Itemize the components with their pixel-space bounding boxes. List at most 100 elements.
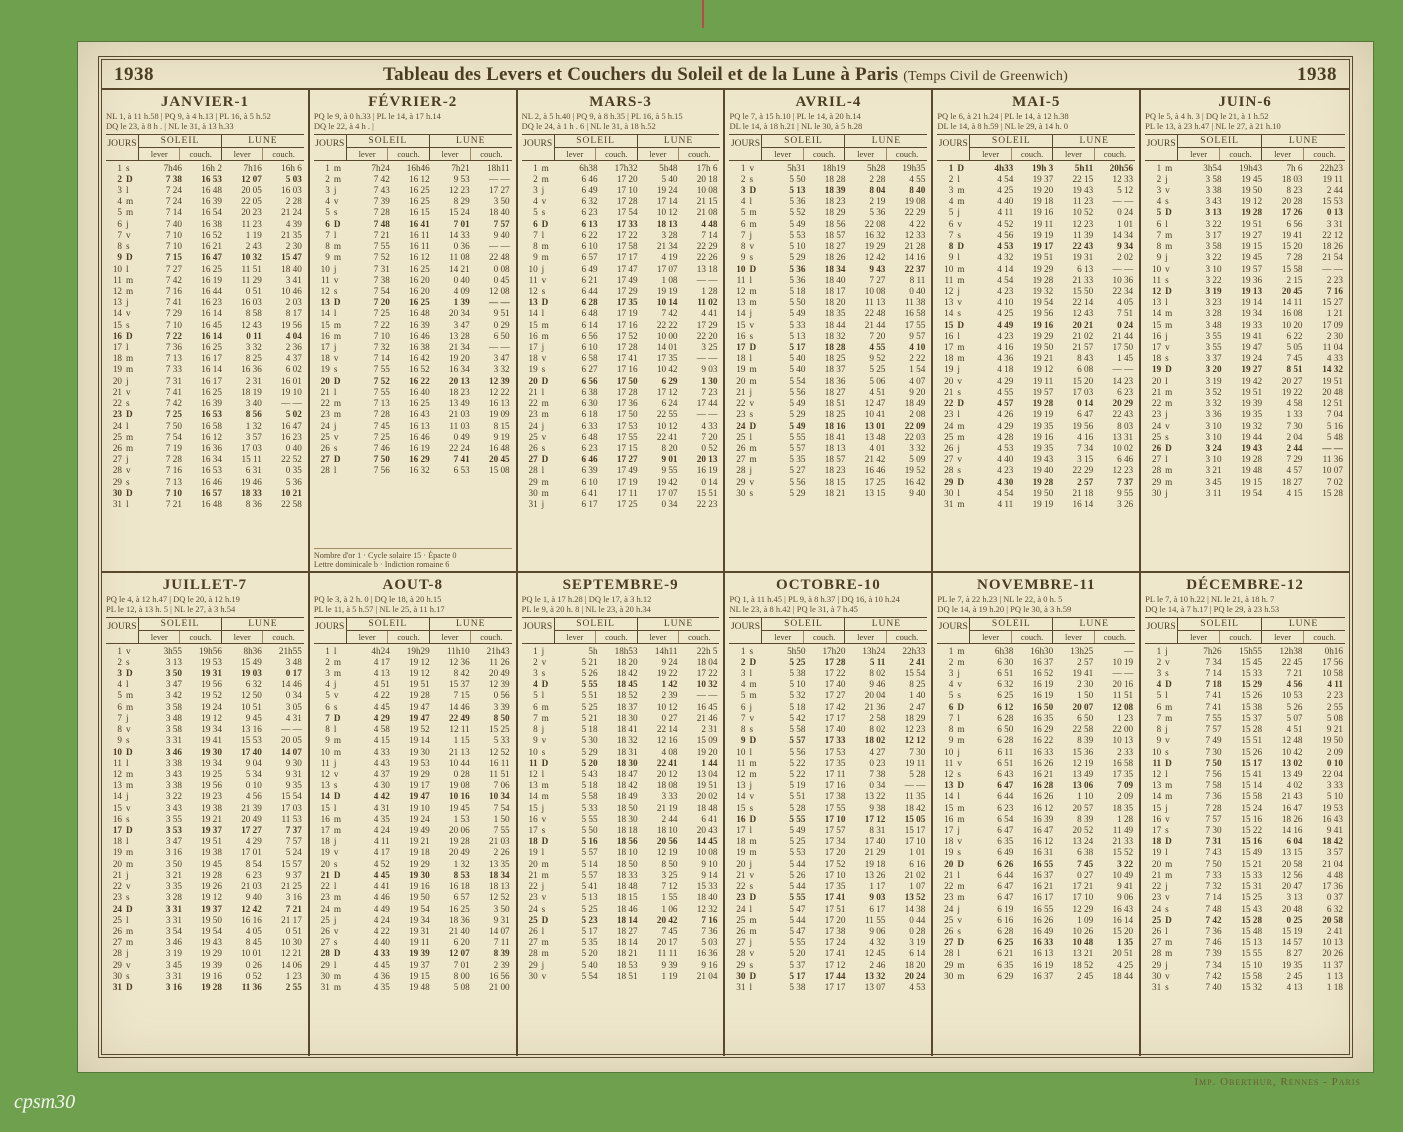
day-row: 14m 7 3615 58 21 435 10 — [1145, 791, 1345, 802]
day-row: 1v 3h5519h56 8h3621h55 — [106, 646, 304, 657]
day-row: 30v 7 4215 58 2 451 13 — [1145, 971, 1345, 982]
day-row: 31s 7 4015 32 4 131 18 — [1145, 982, 1345, 993]
day-row: 6l 3 2219 51 6 563 31 — [1145, 219, 1345, 230]
main-title: Tableau des Levers et Couchers du Soleil… — [154, 64, 1297, 86]
day-row: 3j 7 4316 25 12 2317 27 — [314, 185, 512, 196]
day-row: 30l 4 5419 50 21 189 55 — [937, 488, 1135, 499]
day-row: 1s 7h4616h 2 7h1616h 6 — [106, 163, 304, 174]
day-row: 4v 6 3217 28 17 1421 15 — [522, 196, 720, 207]
day-row: 13D 6 4716 28 13 067 09 — [937, 780, 1135, 791]
column-header: JOURS SOLEILlevercouch. LUNElevercouch. — [522, 617, 720, 644]
day-row: 10D 3 4619 30 17 4014 07 — [106, 747, 304, 758]
day-row: 5s 6 2317 54 10 1221 08 — [522, 207, 720, 218]
month-3: MARS-3NL 2, à 5 h.40 | PQ 9, à 8 h.35 | … — [518, 90, 726, 573]
day-row: 12l 7 5615 41 13 4922 04 — [1145, 769, 1345, 780]
day-row: 2j 3 5819 45 18 0319 11 — [1145, 174, 1345, 185]
day-row: 13m 5 5018 20 11 1311 38 — [729, 297, 927, 308]
day-row: 13s 4 3019 17 19 087 06 — [314, 780, 512, 791]
day-row: 14j 3 2219 23 4 5615 54 — [106, 791, 304, 802]
moon-phase-note: PL le 7, à 10 h.22 | NL le 21, à 18 h. 7… — [1145, 594, 1345, 617]
day-row: 6D 6 1216 50 20 0712 08 — [937, 702, 1135, 713]
day-row: 11j 4 4319 53 10 4416 11 — [314, 758, 512, 769]
day-row: 26m 5 4717 38 9 060 28 — [729, 926, 927, 937]
day-row: 31m 4 1119 19 16 143 26 — [937, 499, 1135, 510]
day-row: 19l 7 4315 49 13 153 57 — [1145, 847, 1345, 858]
day-row: 9s 5 2918 26 12 4214 16 — [729, 252, 927, 263]
day-row: 21v 7 4116 25 18 1919 10 — [106, 387, 304, 398]
day-row: 22v 3 3519 26 21 0321 25 — [106, 881, 304, 892]
day-row: 7j 5 5318 57 16 3212 33 — [729, 230, 927, 241]
day-row: 29m 3 4519 15 18 277 02 — [1145, 477, 1345, 488]
day-row: 19l 5 5718 10 12 1910 08 — [522, 847, 720, 858]
day-row: 21j 3 2119 28 6 239 37 — [106, 870, 304, 881]
title-bar: 1938 Tableau des Levers et Couchers du S… — [102, 60, 1349, 88]
day-row: 14v 5 5117 38 13 2211 35 — [729, 791, 927, 802]
day-row: 28l 6 2116 13 13 2120 51 — [937, 948, 1135, 959]
day-row: 28v 7 1616 53 6 310 35 — [106, 465, 304, 476]
day-row: 12j 4 2319 32 15 5022 34 — [937, 286, 1135, 297]
day-row: 23j 3 3619 35 1 337 04 — [1145, 409, 1345, 420]
day-row: 5l 7 4115 26 10 532 23 — [1145, 690, 1345, 701]
day-row: 12m 5 2217 11 7 385 28 — [729, 769, 927, 780]
month-1: JANVIER-1NL 1, à 11 h.58 | PQ 9, à 4 h.1… — [102, 90, 310, 573]
month-8: AOUT-8PQ le 3, à 2 h. 0 | DQ le 18, à 20… — [310, 573, 518, 1056]
day-row: 26l 7 3615 48 15 192 41 — [1145, 926, 1345, 937]
day-row: 20v 4 2919 11 15 2014 23 — [937, 376, 1135, 387]
day-row: 10v 3 1019 57 15 58— — — [1145, 264, 1345, 275]
day-row: 24s 5 2518 46 1 0612 32 — [522, 904, 720, 915]
day-row: 11D 5 2018 30 22 411 44 — [522, 758, 720, 769]
day-row: 12s 7 5416 20 4 0912 08 — [314, 286, 512, 297]
day-row: 11l 3 3819 34 9 049 30 — [106, 758, 304, 769]
day-row: 25m 5 4417 20 11 550 44 — [729, 915, 927, 926]
column-header: JOURS SOLEILlevercouch. LUNElevercouch. — [729, 134, 927, 161]
day-row: 12m 3 4319 25 5 349 31 — [106, 769, 304, 780]
day-row: 6j 5 1817 42 21 362 47 — [729, 702, 927, 713]
day-row: 21m 5 5718 33 3 259 14 — [522, 870, 720, 881]
day-row: 2D 5 2517 28 5 112 41 — [729, 657, 927, 668]
day-row: 17j 7 3216 38 21 34— — — [314, 342, 512, 353]
day-row: 1m 3h5419h43 7h 622h23 — [1145, 163, 1345, 174]
day-row: 6m 5 4918 56 22 084 22 — [729, 219, 927, 230]
months-grid: JANVIER-1NL 1, à 11 h.58 | PQ 9, à 4 h.1… — [102, 88, 1349, 1056]
month-header: JANVIER-1 — [106, 94, 304, 111]
moon-phase-note: PQ le 3, à 2 h. 0 | DQ le 18, à 20 h.15P… — [314, 594, 512, 617]
month-11: NOVEMBRE-11PL le 7, à 22 h.23 | NL le 22… — [933, 573, 1141, 1056]
day-row: 17D 3 5319 37 17 277 37 — [106, 825, 304, 836]
day-row: 19s 6 4916 31 6 3815 52 — [937, 847, 1135, 858]
column-header: JOURS SOLEILlevercouch. LUNElevercouch. — [106, 134, 304, 161]
day-row: 2l 4 5419 37 22 1512 33 — [937, 174, 1135, 185]
day-row: 20D 7 5216 22 20 1312 39 — [314, 376, 512, 387]
day-row: 25D 7 4215 28 0 2520 58 — [1145, 915, 1345, 926]
day-row: 9D 5 5717 33 18 0212 12 — [729, 735, 927, 746]
day-row: 18s 3 3719 24 7 454 33 — [1145, 353, 1345, 364]
data-rows: 1j 7h2615h55 12h380h16 2v 7 3415 45 22 4… — [1145, 644, 1345, 1054]
data-rows: 1m 3h5419h43 7h 622h23 2j 3 5819 45 18 0… — [1145, 161, 1345, 569]
day-row: 22s 7 4216 39 3 40— — — [106, 398, 304, 409]
day-row: 24j 6 3317 53 10 124 33 — [522, 421, 720, 432]
day-row: 17l 7 3616 25 3 322 36 — [106, 342, 304, 353]
day-row: 27j 5 5517 24 4 323 19 — [729, 937, 927, 948]
day-row: 15m 6 2316 12 20 5718 35 — [937, 803, 1135, 814]
day-row: 29s 5 3717 12 2 4618 20 — [729, 960, 927, 971]
day-row: 20m 5 1418 50 8 509 10 — [522, 859, 720, 870]
day-row: 6D 7 4816 41 7 017 57 — [314, 219, 512, 230]
day-row: 14m 5 5818 49 3 3320 02 — [522, 791, 720, 802]
day-row: 22l 4 4119 16 16 1818 13 — [314, 881, 512, 892]
printer-imprint: Imp. Oberthur, Rennes - Paris — [1194, 1076, 1361, 1088]
day-row: 17m 4 2419 49 20 067 55 — [314, 825, 512, 836]
day-row: 5s 7 2816 15 15 2418 40 — [314, 207, 512, 218]
day-row: 28m 7 3915 55 8 2720 26 — [1145, 948, 1345, 959]
day-row: 19v 4 1719 18 20 492 26 — [314, 847, 512, 858]
day-row: 28m 5 2018 21 11 1116 36 — [522, 948, 720, 959]
day-row: 4m 7 2416 39 22 052 28 — [106, 196, 304, 207]
day-row: 6s 4 4519 47 14 463 39 — [314, 702, 512, 713]
day-row: 10m 4 1419 29 6 13— — — [937, 264, 1135, 275]
moon-phase-note: PQ le 9, à 0 h.33 | PL le 14, à 17 h.14D… — [314, 111, 512, 134]
day-row: 14l 7 2516 48 20 349 51 — [314, 308, 512, 319]
day-row: 8s 5 5817 40 8 0212 23 — [729, 724, 927, 735]
day-row: 12s 6 4417 29 19 191 28 — [522, 286, 720, 297]
printed-frame: 1938 Tableau des Levers et Couchers du S… — [98, 56, 1353, 1058]
day-row: 25v 6 4817 55 22 417 20 — [522, 432, 720, 443]
day-row: 22D 4 5719 28 0 1420 29 — [937, 398, 1135, 409]
column-header: JOURS SOLEILlevercouch. LUNElevercouch. — [1145, 134, 1345, 161]
